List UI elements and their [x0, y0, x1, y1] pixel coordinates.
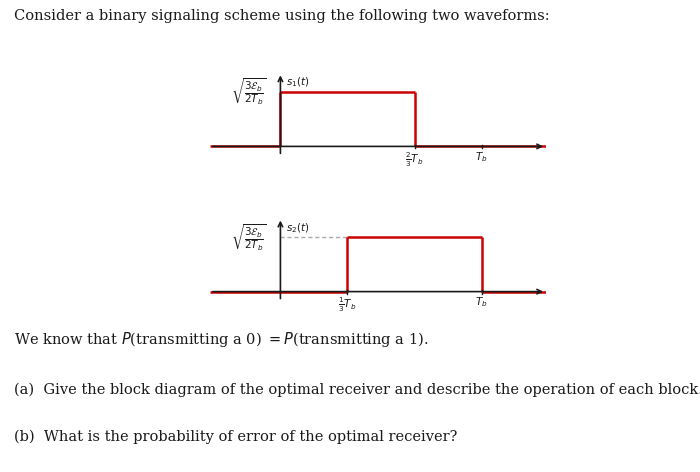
Text: $s_1(t)$: $s_1(t)$: [286, 76, 310, 89]
Text: $\sqrt{\dfrac{3\mathcal{E}_b}{2T_b}}$: $\sqrt{\dfrac{3\mathcal{E}_b}{2T_b}}$: [231, 222, 266, 253]
Text: $T_b$: $T_b$: [475, 150, 488, 164]
Text: (a)  Give the block diagram of the optimal receiver and describe the operation o: (a) Give the block diagram of the optima…: [14, 382, 700, 396]
Text: Consider a binary signaling scheme using the following two waveforms:: Consider a binary signaling scheme using…: [14, 9, 550, 24]
Text: $\frac{1}{3}T_b$: $\frac{1}{3}T_b$: [338, 295, 357, 314]
Text: $\sqrt{\dfrac{3\mathcal{E}_b}{2T_b}}$: $\sqrt{\dfrac{3\mathcal{E}_b}{2T_b}}$: [231, 77, 266, 107]
Text: $\frac{2}{3}T_b$: $\frac{2}{3}T_b$: [405, 150, 424, 169]
Text: $s_2(t)$: $s_2(t)$: [286, 221, 310, 235]
Text: $T_b$: $T_b$: [475, 295, 488, 309]
Text: We know that $P$(transmitting a 0) $= P$(transmitting a 1).: We know that $P$(transmitting a 0) $= P$…: [14, 330, 428, 349]
Text: (b)  What is the probability of error of the optimal receiver?: (b) What is the probability of error of …: [14, 430, 457, 444]
